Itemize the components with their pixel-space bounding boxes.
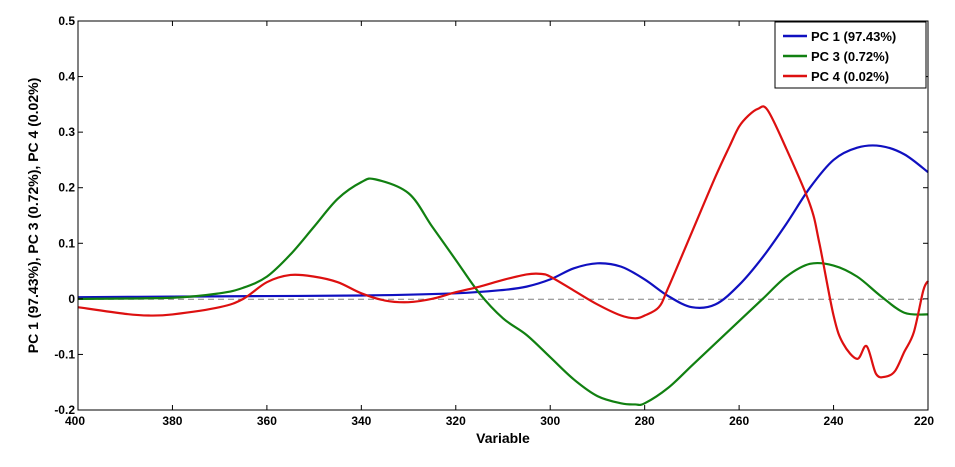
x-tick-label: 300 — [540, 414, 560, 428]
series-line-pc3 — [77, 177, 929, 407]
y-tick-label: 0.3 — [58, 125, 75, 139]
x-tick-label: 260 — [729, 414, 749, 428]
legend-label: PC 3 (0.72%) — [811, 49, 889, 64]
y-tick-label: 0.5 — [58, 14, 75, 28]
y-tick-label: -0.2 — [54, 403, 75, 417]
y-axis-label: PC 1 (97.43%), PC 3 (0.72%), PC 4 (0.02%… — [25, 78, 41, 353]
series-line-pc4 — [77, 105, 929, 379]
x-tick-label: 400 — [65, 414, 85, 428]
x-tick-label: 240 — [824, 414, 844, 428]
y-tick-label: 0.4 — [58, 70, 75, 84]
y-tick-label: -0.1 — [54, 347, 75, 361]
x-axis-label: Variable — [476, 430, 530, 446]
y-tick-label: 0 — [68, 292, 75, 306]
y-tick-label: 0.2 — [58, 181, 75, 195]
x-tick-label: 380 — [162, 414, 182, 428]
x-tick-label: 280 — [635, 414, 655, 428]
x-tick-label: 360 — [257, 414, 277, 428]
x-tick-label: 320 — [446, 414, 466, 428]
plot-frame — [77, 20, 929, 411]
series-line-pc1 — [77, 144, 929, 309]
legend-label: PC 1 (97.43%) — [811, 29, 896, 44]
y-tick-label: 0.1 — [58, 236, 75, 250]
x-tick-label: 340 — [351, 414, 371, 428]
y-axis: -0.2 -0.1 0 0.1 0.2 0.3 0.4 0.5 — [54, 14, 928, 417]
legend-label: PC 4 (0.02%) — [811, 69, 889, 84]
legend: PC 1 (97.43%) PC 3 (0.72%) PC 4 (0.02%) — [774, 21, 927, 89]
series-layer — [77, 105, 929, 407]
x-tick-label: 220 — [914, 414, 934, 428]
x-axis: 400 380 360 340 320 300 280 260 240 220 — [65, 21, 934, 428]
